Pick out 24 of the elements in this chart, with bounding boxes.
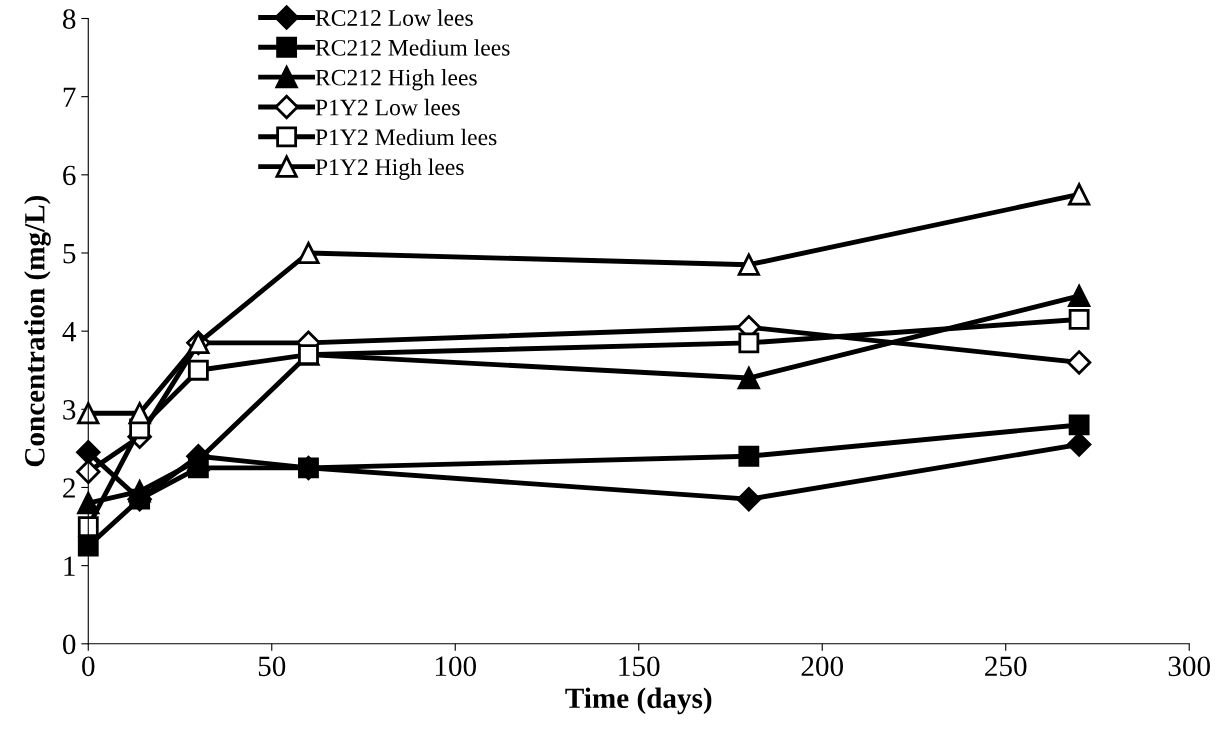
x-tick-label: 0 — [82, 656, 95, 677]
y-tick-label: 1 — [64, 556, 75, 576]
y-axis-title: Concentration (mg/L) — [24, 195, 51, 467]
x-tick-label: 250 — [985, 656, 1027, 677]
x-tick-label: 150 — [619, 656, 660, 677]
x-tick-label: 50 — [258, 656, 286, 677]
y-tick-label: 5 — [63, 244, 76, 264]
legend-label: RC212 Medium lees — [315, 39, 510, 56]
x-tick-label: 200 — [801, 656, 843, 677]
legend-label: P1Y2 Low lees — [315, 98, 460, 116]
y-tick-label: 6 — [63, 165, 76, 186]
y-tick-label: 2 — [63, 478, 75, 498]
legend-label: RC212 Low lees — [315, 9, 473, 26]
legend-label: RC212 High lees — [315, 68, 477, 91]
x-axis-title: Time (days) — [565, 687, 712, 715]
x-tick-label: 300 — [1168, 656, 1210, 677]
x-tick-label: 100 — [435, 656, 477, 677]
y-tick-label: 4 — [62, 322, 77, 342]
legend-label: P1Y2 High lees — [315, 158, 464, 180]
y-tick-label: 8 — [63, 9, 76, 29]
y-tick-label: 3 — [63, 400, 76, 420]
y-tick-label: 0 — [63, 634, 76, 655]
y-tick-label: 7 — [63, 87, 76, 107]
legend-label: P1Y2 Medium lees — [315, 128, 497, 146]
